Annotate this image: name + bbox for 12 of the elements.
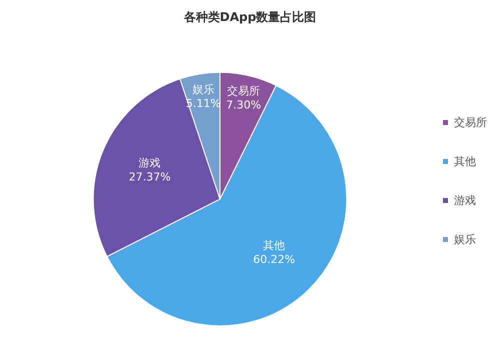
data-label: 7.30%: [226, 98, 262, 112]
slice-label: 娱乐: [192, 83, 214, 96]
data-label: 27.37%: [128, 170, 171, 184]
data-label: 60.22%: [253, 253, 296, 266]
slice-label: 游戏: [138, 156, 161, 170]
legend-label: 交易所: [454, 116, 487, 129]
slice-label: 其他: [263, 239, 286, 252]
legend-label: 游戏: [454, 194, 476, 207]
slice-label: 交易所: [227, 84, 260, 98]
legend-label: 娱乐: [454, 233, 476, 246]
legend-label: 其他: [454, 155, 476, 168]
chart-title: 各种类DApp数量占比图: [182, 10, 316, 24]
